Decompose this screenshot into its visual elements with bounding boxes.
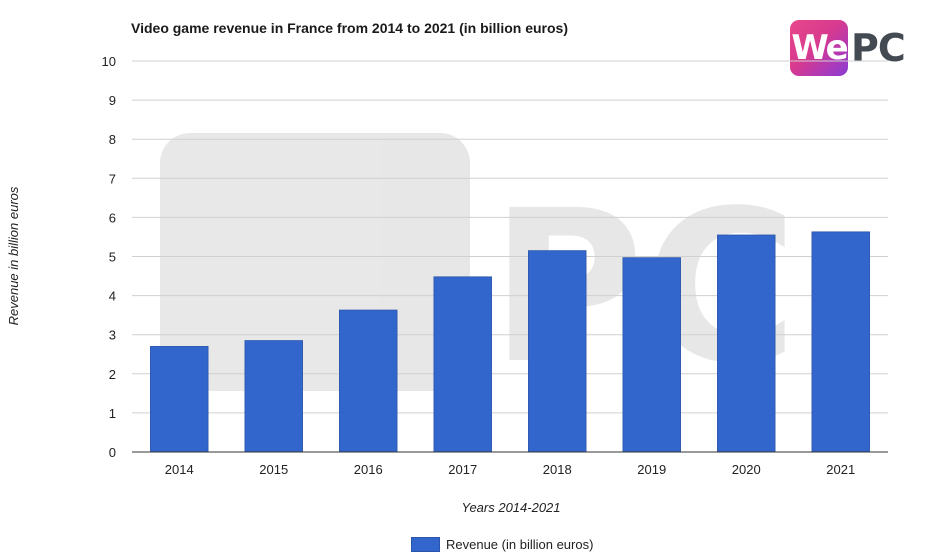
x-tick-label: 2018 [543,462,572,477]
y-tick-label: 6 [109,210,116,225]
bar [717,234,776,453]
bar [150,346,209,453]
x-tick-label: 2019 [637,462,666,477]
y-tick-label: 4 [109,289,116,304]
legend-label: Revenue (in billion euros) [446,536,594,552]
y-axis-title: Revenue in billion euros [6,186,21,325]
y-tick-label: 3 [109,328,116,343]
x-tick-label: 2020 [732,462,761,477]
legend: Revenue (in billion euros) [411,535,593,553]
bar [244,340,303,453]
legend-swatch [411,536,440,552]
x-tick-label: 2017 [448,462,477,477]
y-tick-label: 0 [109,445,116,460]
y-tick-label: 5 [109,250,116,265]
x-tick-label: 2015 [259,462,288,477]
y-tick-label: 2 [109,367,116,382]
y-tick-label: 8 [109,132,116,147]
bar [528,250,587,453]
bar [811,231,870,453]
x-tick-label: 2016 [354,462,383,477]
bar [339,309,398,453]
x-tick-labels: 2014 2015 2016 2017 2018 2019 2020 2021 [165,462,855,477]
x-tick-label: 2014 [165,462,194,477]
y-tick-label: 9 [109,93,116,108]
x-axis-title: Years 2014-2021 [461,500,560,515]
bars [150,231,870,453]
bar [433,276,492,453]
y-tick-label: 7 [109,171,116,186]
chart-title: Video game revenue in France from 2014 t… [131,20,568,36]
y-tick-labels: 0 1 2 3 4 5 6 7 8 9 10 [102,54,116,460]
y-tick-label: 1 [109,406,116,421]
logo-pc-text: PC [851,26,906,70]
bar [622,257,681,453]
x-tick-label: 2021 [826,462,855,477]
y-tick-label: 10 [102,54,116,69]
